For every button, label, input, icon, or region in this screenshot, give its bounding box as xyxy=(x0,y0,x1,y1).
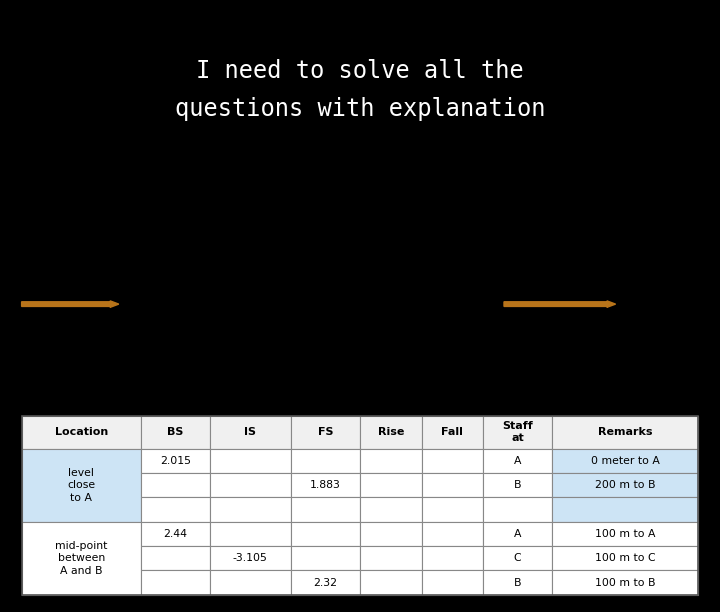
Text: FS: FS xyxy=(318,427,333,437)
Text: 1.883: 1.883 xyxy=(310,480,341,490)
Text: questions with explanation: questions with explanation xyxy=(175,97,545,121)
Bar xyxy=(483,522,552,546)
Bar xyxy=(210,473,291,498)
Text: B: B xyxy=(514,480,521,490)
Bar xyxy=(210,498,291,522)
Text: Location: Location xyxy=(55,427,108,437)
Bar xyxy=(210,546,291,570)
Text: 4.   True elevation of C considering (Curvature and Refraction).: 4. True elevation of C considering (Curv… xyxy=(22,384,373,394)
Bar xyxy=(360,473,421,498)
Text: A: A xyxy=(514,529,521,539)
Text: 2.   The deflection angle in Line of sight (δ): 2. The deflection angle in Line of sight… xyxy=(22,339,262,349)
Text: B: B xyxy=(514,578,521,588)
Text: mid-point
between
A and B: mid-point between A and B xyxy=(55,541,107,576)
Bar xyxy=(421,522,483,546)
Bar xyxy=(291,570,360,595)
Text: A: A xyxy=(514,456,521,466)
Bar xyxy=(483,473,552,498)
Bar xyxy=(141,449,210,473)
Bar xyxy=(421,546,483,570)
Bar xyxy=(552,570,698,595)
Bar xyxy=(141,546,210,570)
Text: I need to solve all the: I need to solve all the xyxy=(196,59,524,83)
Bar xyxy=(210,449,291,473)
Bar xyxy=(360,498,421,522)
Bar xyxy=(360,416,421,449)
Bar xyxy=(141,570,210,595)
Text: Q2: Q2 xyxy=(22,263,39,273)
Bar xyxy=(141,498,210,522)
Bar xyxy=(552,498,698,522)
Bar xyxy=(483,570,552,595)
Text: know that elevation of A = 24.60m and distance between A and B is 200m, calculat: know that elevation of A = 24.60m and di… xyxy=(22,286,583,296)
Text: 100 m to A: 100 m to A xyxy=(595,529,656,539)
Text: IS: IS xyxy=(244,427,256,437)
Bar xyxy=(22,416,141,449)
Bar xyxy=(210,522,291,546)
Text: Staff
at: Staff at xyxy=(503,421,533,444)
Bar xyxy=(291,522,360,546)
Text: -3.105: -3.105 xyxy=(233,553,268,563)
Bar xyxy=(421,416,483,449)
Text: Fall: Fall xyxy=(441,427,463,437)
Text: 0 meter to A: 0 meter to A xyxy=(591,456,660,466)
Text: 2.44: 2.44 xyxy=(163,529,187,539)
Bar xyxy=(483,546,552,570)
Bar xyxy=(291,546,360,570)
Bar xyxy=(141,473,210,498)
Text: Remarks: Remarks xyxy=(598,427,652,437)
Text: C: C xyxy=(514,553,521,563)
Bar xyxy=(22,449,141,522)
Bar xyxy=(360,522,421,546)
Bar xyxy=(141,416,210,449)
Text: 2.32: 2.32 xyxy=(313,578,338,588)
FancyArrow shape xyxy=(22,301,119,307)
Bar xyxy=(360,570,421,595)
FancyArrow shape xyxy=(504,301,616,307)
Text: level
close
to A: level close to A xyxy=(67,468,95,502)
Text: Rise: Rise xyxy=(377,427,404,437)
Text: 2.015: 2.015 xyxy=(160,456,191,466)
Bar xyxy=(22,416,698,595)
Text: 200 m to B: 200 m to B xyxy=(595,480,656,490)
Bar xyxy=(291,473,360,498)
Bar xyxy=(210,570,291,595)
Text: BS: BS xyxy=(167,427,184,437)
Bar xyxy=(360,449,421,473)
Bar xyxy=(421,473,483,498)
Bar xyxy=(360,546,421,570)
Bar xyxy=(552,546,698,570)
Text: 100 m to B: 100 m to B xyxy=(595,578,656,588)
Text: 100 m to C: 100 m to C xyxy=(595,553,656,563)
Bar xyxy=(483,498,552,522)
Bar xyxy=(552,473,698,498)
Bar xyxy=(552,522,698,546)
Bar xyxy=(210,416,291,449)
Bar xyxy=(552,416,698,449)
Text: : To estimate error ratio in a level instrument, the following reading were take: : To estimate error ratio in a level ins… xyxy=(55,263,592,273)
Bar xyxy=(291,498,360,522)
Bar xyxy=(421,498,483,522)
Text: 1.   The collimation Error.: 1. The collimation Error. xyxy=(22,316,161,327)
Bar xyxy=(141,522,210,546)
Bar xyxy=(483,449,552,473)
Bar xyxy=(552,449,698,473)
Bar xyxy=(483,416,552,449)
Bar xyxy=(291,416,360,449)
Bar xyxy=(421,449,483,473)
Bar xyxy=(421,570,483,595)
Bar xyxy=(291,449,360,473)
Text: 3.   True elevation of B considering the effects of curvature.: 3. True elevation of B considering the e… xyxy=(22,362,354,371)
Bar xyxy=(22,522,141,595)
